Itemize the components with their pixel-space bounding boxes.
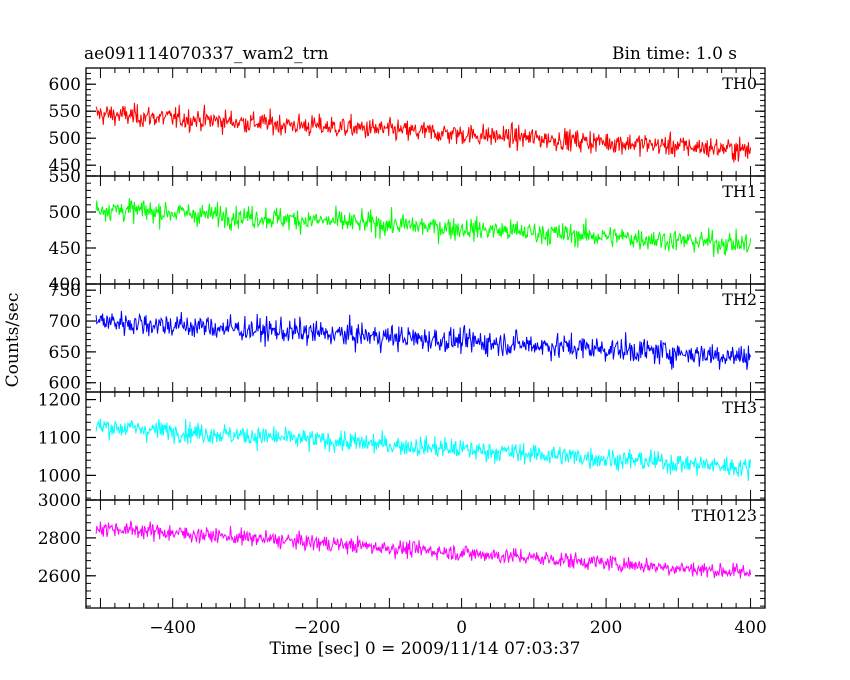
panel-label: TH3 xyxy=(722,398,757,417)
y-tick-label: 600 xyxy=(49,75,81,95)
series-line-th1 xyxy=(95,198,752,258)
panel-frame xyxy=(85,499,766,609)
panel-th0123: 2600 2800 3000 TH0123 xyxy=(38,491,766,609)
y-tick-label: 2600 xyxy=(38,567,81,587)
y-tick-label: 3000 xyxy=(38,491,81,511)
x-tick-label: 400 xyxy=(734,618,766,638)
series-line-th0 xyxy=(95,102,752,163)
y-tick-label: 750 xyxy=(49,281,81,301)
panel-label: TH0123 xyxy=(692,506,757,525)
bin-time-label: Bin time: 1.0 s xyxy=(612,44,738,64)
series-line-th2 xyxy=(95,310,752,370)
x-axis-label: Time [sec] 0 = 2009/11/14 07:03:37 xyxy=(270,639,581,659)
y-tick-label: 450 xyxy=(49,239,81,259)
panel-th3: 1000 1100 1200 TH3 xyxy=(38,391,766,501)
y-tick-label: 700 xyxy=(49,312,81,332)
x-tick-label: 0 xyxy=(456,618,467,638)
y-tick-label: 1200 xyxy=(38,391,81,411)
y-tick-label: 1100 xyxy=(38,428,81,448)
panel-frame xyxy=(85,175,766,285)
chart-title: ae091114070337_wam2_trn xyxy=(84,44,329,64)
panel-th1: 400 450 500 550 TH1 xyxy=(49,167,766,295)
panels-group: 450 500 550 600 TH0 400 450 500 550 TH1 600 650 700 7… xyxy=(38,67,767,638)
series-line-th3 xyxy=(95,418,752,481)
y-tick-label: 2800 xyxy=(38,529,81,549)
x-tick-label: −200 xyxy=(294,618,341,638)
panel-label: TH0 xyxy=(722,74,757,93)
panel-label: TH2 xyxy=(722,290,757,309)
y-tick-label: 400 xyxy=(49,275,81,295)
y-axis-label: Counts/sec xyxy=(3,293,23,388)
series-line-th0123 xyxy=(95,520,752,579)
x-tick-label: −400 xyxy=(149,618,196,638)
panel-label: TH1 xyxy=(722,182,757,201)
panel-th0: 450 500 550 600 TH0 xyxy=(49,67,766,177)
y-tick-label: 1000 xyxy=(38,466,81,486)
y-tick-label: 600 xyxy=(49,374,81,394)
y-tick-label: 450 xyxy=(49,156,81,176)
y-tick-label: 550 xyxy=(49,102,81,122)
y-tick-label: 500 xyxy=(49,203,81,223)
x-tick-label: 200 xyxy=(590,618,622,638)
y-tick-label: 650 xyxy=(49,343,81,363)
panel-th2: 600 650 700 750 TH2 xyxy=(49,281,766,394)
y-tick-label: 500 xyxy=(49,129,81,149)
y-tick-label: 550 xyxy=(49,167,81,187)
